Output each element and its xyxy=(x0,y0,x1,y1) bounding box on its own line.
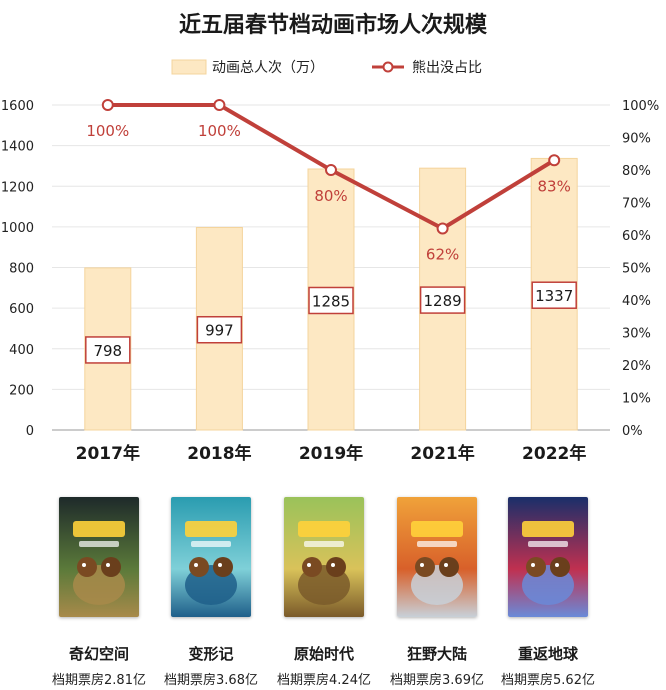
line-value-label: 100% xyxy=(86,122,129,140)
line-point xyxy=(101,99,114,111)
legend-line-marker xyxy=(382,61,394,73)
movie-title: 原始时代 xyxy=(293,645,354,663)
y-tick-right: 60% xyxy=(622,229,651,244)
poster-space[interactable] xyxy=(508,497,588,617)
y-tick-right: 30% xyxy=(622,327,651,342)
poster-wild[interactable] xyxy=(397,497,477,617)
movie-title: 重返地球 xyxy=(517,645,578,663)
legend: 动画总人次（万） 熊出没占比 xyxy=(171,59,482,76)
y-tick-left: 1600 xyxy=(1,99,34,114)
line-value-label: 62% xyxy=(426,246,459,264)
y-tick-left: 200 xyxy=(9,383,34,398)
y-tick-right: 0% xyxy=(622,424,643,439)
line-point xyxy=(548,154,561,167)
y-tick-right: 90% xyxy=(622,132,651,147)
y-tick-left: 1400 xyxy=(1,140,34,155)
line-value-label: 80% xyxy=(314,187,347,205)
line-value-label: 83% xyxy=(538,177,571,195)
movie-title: 奇幻空间 xyxy=(68,645,129,663)
movie-box-office: 档期票房2.81亿 xyxy=(52,673,146,688)
bar-value-box xyxy=(196,315,243,344)
movie-box-office: 档期票房3.69亿 xyxy=(390,673,484,688)
x-tick-label: 2019年 xyxy=(299,443,363,464)
bar-value-box xyxy=(308,286,354,315)
bar-value-box xyxy=(531,281,577,309)
legend-bar-label: 动画总人次（万） xyxy=(212,60,324,76)
movie-box-office: 档期票房4.24亿 xyxy=(277,673,371,688)
poster-forest[interactable] xyxy=(59,497,139,617)
movie-title: 变形记 xyxy=(188,645,234,663)
line-value-label: 100% xyxy=(198,122,241,140)
bar-value-label: 1285 xyxy=(312,292,350,310)
poster-ocean[interactable] xyxy=(171,497,251,617)
y-tick-left: 0 xyxy=(26,424,34,439)
bars: 798 997 1285 1289 1337 xyxy=(84,157,578,431)
line-point xyxy=(436,222,449,235)
chart-title: 近五届春节档动画市场人次规模 xyxy=(179,12,488,38)
y-tick-right: 80% xyxy=(622,164,651,179)
y-tick-left: 1200 xyxy=(1,180,34,195)
y-tick-left: 1000 xyxy=(1,221,34,236)
poster-prehistoric[interactable] xyxy=(284,497,364,617)
bar-value-label: 798 xyxy=(93,342,122,360)
line-series: 100% 100% 80% 62% 83% xyxy=(86,99,571,264)
y-tick-right: 20% xyxy=(622,359,651,374)
line-point xyxy=(213,99,226,111)
bar-value-label: 1289 xyxy=(424,292,462,310)
y-tick-right: 40% xyxy=(622,294,651,309)
bar-value-box xyxy=(419,286,466,314)
bar-value-box xyxy=(85,336,131,364)
legend-line-label: 熊出没占比 xyxy=(412,60,482,76)
bar-value-label: 1337 xyxy=(535,287,573,305)
y-tick-left: 600 xyxy=(9,302,34,317)
y-tick-left: 400 xyxy=(9,343,34,358)
x-tick-label: 2018年 xyxy=(187,443,251,464)
x-tick-label: 2021年 xyxy=(410,443,474,464)
y-tick-right: 70% xyxy=(622,197,651,212)
y-axis-left: 0 200 400 600 800 1000 1200 1400 1600 xyxy=(1,99,34,439)
y-tick-right: 100% xyxy=(622,99,659,114)
y-tick-right: 10% xyxy=(622,392,651,407)
x-tick-label: 2022年 xyxy=(522,443,586,464)
y-axis-right: 0% 10% 20% 30% 40% 50% 60% 70% 80% 90% 100% xyxy=(622,99,659,439)
x-tick-label: 2017年 xyxy=(76,443,140,464)
movie-box-office: 档期票房3.68亿 xyxy=(164,673,258,688)
x-axis: 2017年 2018年 2019年 2021年 2022年 xyxy=(76,443,587,464)
legend-bar-swatch xyxy=(171,59,207,75)
bar-value-label: 997 xyxy=(205,322,234,340)
movie-box-office: 档期票房5.62亿 xyxy=(501,673,595,688)
y-tick-left: 800 xyxy=(9,262,34,277)
movie-title: 狂野大陆 xyxy=(406,645,467,663)
y-tick-right: 50% xyxy=(622,262,651,277)
chart-canvas: 近五届春节档动画市场人次规模 动画总人次（万） 熊出没占比 0 200 400 600… xyxy=(1,12,659,464)
line-point xyxy=(325,164,337,176)
